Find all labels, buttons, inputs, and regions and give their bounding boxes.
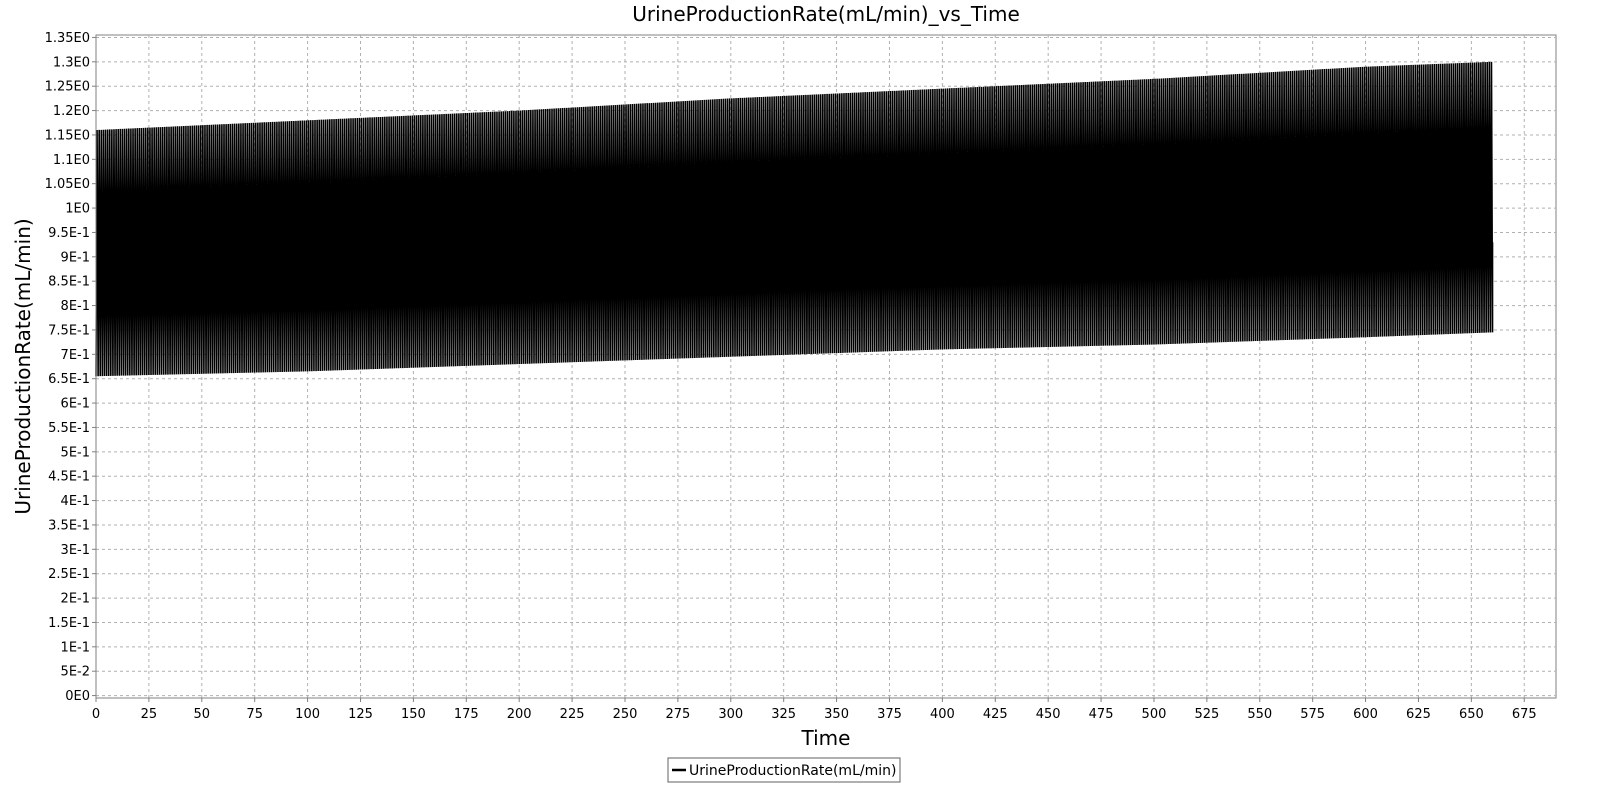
y-tick-label: 9E-1 [61, 250, 90, 265]
y-tick-label: 5E-1 [61, 445, 90, 460]
legend: UrineProductionRate(mL/min) [667, 757, 901, 783]
x-tick-label: 150 [401, 707, 426, 722]
series-line [95, 61, 1494, 377]
y-tick-label: 4.5E-1 [48, 470, 90, 485]
x-tick-label: 500 [1142, 707, 1167, 722]
y-tick-label: 1.2E0 [53, 104, 90, 119]
x-tick-label: 600 [1353, 707, 1378, 722]
y-tick-label: 8.5E-1 [48, 275, 90, 290]
x-tick-label: 625 [1406, 707, 1431, 722]
x-tick-label: 425 [983, 707, 1008, 722]
x-tick-label: 525 [1194, 707, 1219, 722]
x-tick-label: 550 [1247, 707, 1272, 722]
x-axis-label: Time [801, 726, 851, 750]
y-tick-label: 9.5E-1 [48, 226, 90, 241]
y-tick-label: 3E-1 [61, 543, 90, 558]
x-tick-label: 75 [246, 707, 263, 722]
y-tick-label: 7E-1 [61, 348, 90, 363]
x-tick-label: 175 [454, 707, 479, 722]
legend-box [667, 757, 901, 783]
series-layer [95, 61, 1494, 377]
y-tick-label: 1.5E-1 [48, 616, 90, 631]
y-tick-label: 1.05E0 [45, 177, 90, 192]
y-tick-label: 8E-1 [61, 299, 90, 314]
y-axis-label: UrineProductionRate(mL/min) [11, 218, 35, 514]
x-tick-label: 325 [771, 707, 796, 722]
y-tick-label: 1.15E0 [45, 128, 90, 143]
y-tick-label: 1.35E0 [45, 31, 90, 46]
x-tick-label: 475 [1089, 707, 1114, 722]
y-tick-label: 5E-2 [61, 665, 90, 680]
y-tick-label: 0E0 [65, 689, 90, 704]
x-tick-label: 350 [824, 707, 849, 722]
x-tick-label: 125 [348, 707, 373, 722]
x-tick-label: 400 [930, 707, 955, 722]
y-tick-label: 7.5E-1 [48, 323, 90, 338]
y-axis: 0E0 5E-2 1E-1 1.5E-1 2E-1 2.5E-1 3E-1 3.5E-1 4E-… [45, 31, 97, 704]
x-tick-label: 100 [295, 707, 320, 722]
x-tick-label: 675 [1512, 707, 1537, 722]
x-tick-label: 375 [877, 707, 902, 722]
chart-title: UrineProductionRate(mL/min)_vs_Time [632, 2, 1020, 26]
x-axis: 0 25 50 75 100 125 150 175 200 225 250 275 300 325 350… [92, 697, 1556, 722]
x-tick-label: 275 [665, 707, 690, 722]
x-tick-label: 25 [141, 707, 158, 722]
x-tick-label: 300 [718, 707, 743, 722]
legend-label: UrineProductionRate(mL/min) [689, 763, 896, 779]
x-tick-label: 225 [560, 707, 585, 722]
y-tick-label: 6.5E-1 [48, 372, 90, 387]
x-tick-label: 0 [92, 707, 100, 722]
y-tick-label: 6E-1 [61, 397, 90, 412]
x-tick-label: 450 [1036, 707, 1061, 722]
y-tick-label: 1.1E0 [53, 153, 90, 168]
y-tick-label: 5.5E-1 [48, 421, 90, 436]
x-tick-label: 650 [1459, 707, 1484, 722]
x-tick-label: 200 [507, 707, 532, 722]
x-tick-label: 50 [194, 707, 211, 722]
x-tick-label: 575 [1300, 707, 1325, 722]
y-tick-label: 1E0 [65, 202, 90, 217]
y-tick-label: 1E-1 [61, 640, 90, 655]
y-tick-label: 4E-1 [61, 494, 90, 509]
y-tick-label: 3.5E-1 [48, 518, 90, 533]
y-tick-label: 1.25E0 [45, 80, 90, 95]
x-tick-label: 250 [613, 707, 638, 722]
y-tick-label: 2E-1 [61, 592, 90, 607]
y-tick-label: 2.5E-1 [48, 567, 90, 582]
y-tick-label: 1.3E0 [53, 55, 90, 70]
